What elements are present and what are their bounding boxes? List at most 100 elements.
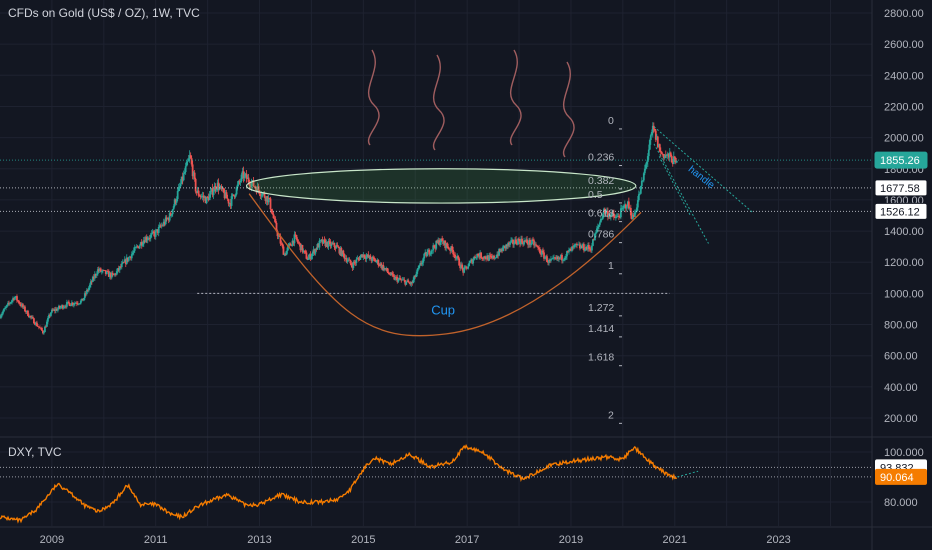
candle-body — [236, 184, 239, 188]
candle-body — [273, 218, 276, 219]
candle-body — [585, 246, 587, 251]
candle-body — [110, 272, 113, 278]
fib-level-label: 1.618 — [588, 352, 614, 364]
candle-body — [139, 242, 142, 246]
candle-body — [652, 125, 655, 129]
candle-body — [526, 239, 528, 243]
candle-body — [245, 173, 248, 180]
candle-body — [49, 315, 51, 316]
candle-body — [249, 185, 252, 187]
candle-body — [378, 265, 381, 266]
candle-body — [282, 246, 285, 255]
candle-body — [31, 317, 33, 318]
candle-body — [303, 250, 306, 252]
candle-body — [483, 256, 486, 259]
candle-body — [3, 308, 5, 312]
candle-body — [92, 276, 95, 279]
candle-body — [506, 244, 508, 247]
candle-body — [271, 212, 274, 215]
candle-body — [242, 171, 245, 179]
candle-body — [127, 257, 130, 261]
candle-body — [234, 194, 237, 197]
y-tick-label: 1200.00 — [884, 257, 924, 269]
candle-body — [15, 296, 17, 297]
candle-body — [538, 247, 540, 250]
candle-body — [552, 257, 554, 259]
x-tick-label: 2011 — [144, 534, 168, 546]
candle-body — [651, 125, 654, 132]
candle-body — [471, 259, 474, 264]
candle-body — [424, 252, 427, 254]
candle-body — [178, 186, 181, 187]
candle-body — [655, 136, 658, 140]
candle-body — [228, 203, 231, 204]
candle-body — [99, 268, 102, 272]
candle-body — [476, 253, 479, 258]
candle-body — [455, 257, 458, 259]
price-badge-label: 1855.26 — [880, 155, 920, 167]
candle-body — [486, 255, 489, 260]
candle-body — [315, 248, 318, 250]
candle-body — [265, 196, 268, 202]
candle-body — [330, 243, 333, 247]
candle-body — [321, 239, 324, 244]
candle-body — [198, 195, 201, 197]
candle-body — [93, 274, 96, 279]
candle-body — [665, 154, 668, 156]
candle-body — [215, 188, 218, 191]
candle-body — [596, 228, 598, 233]
candle-body — [428, 249, 431, 255]
candle-body — [200, 196, 203, 197]
candle-body — [266, 196, 269, 203]
candle-body — [202, 195, 205, 199]
candle-body — [608, 214, 611, 218]
steam-line — [367, 49, 380, 146]
candle-body — [199, 196, 202, 198]
candle-body — [241, 171, 244, 175]
cup-curve — [248, 193, 642, 337]
candle-body — [443, 240, 446, 245]
candle-body — [662, 154, 665, 159]
candle-body — [433, 245, 436, 248]
candle-body — [289, 243, 292, 246]
dxy-line — [0, 444, 678, 524]
candle-body — [597, 226, 599, 229]
candle-body — [331, 243, 334, 245]
candle-body — [598, 224, 600, 227]
candle-body — [63, 306, 66, 308]
candle-body — [438, 240, 441, 245]
candle-body — [574, 244, 576, 246]
candle-body — [589, 248, 591, 250]
candle-body — [458, 258, 461, 266]
fib-level-label: 0 — [608, 115, 614, 127]
candle-body — [150, 233, 153, 235]
candle-body — [115, 271, 118, 275]
y-tick-label: 200.00 — [884, 413, 918, 425]
candle-body — [431, 250, 434, 252]
candle-body — [581, 246, 583, 248]
candle-body — [41, 328, 43, 331]
candle-body — [137, 246, 140, 249]
candle-body — [119, 266, 122, 268]
candle-body — [179, 183, 182, 187]
candle-body — [86, 289, 89, 291]
candle-body — [22, 304, 24, 308]
candle-body — [388, 272, 391, 275]
steam-drawing — [367, 49, 575, 158]
candle-body — [495, 257, 497, 259]
candle-body — [564, 257, 566, 260]
candle-body — [20, 304, 22, 307]
candle-body — [671, 162, 674, 165]
candle-body — [546, 256, 548, 262]
candle-body — [290, 245, 293, 247]
handle-trendline — [653, 126, 753, 213]
price-badge — [874, 202, 928, 220]
candle-body — [264, 197, 267, 202]
candle-body — [668, 152, 671, 158]
candle-body — [297, 241, 300, 243]
candle-body — [227, 199, 230, 204]
candle-body — [333, 243, 336, 247]
candle-body — [600, 218, 603, 220]
candle-body — [85, 289, 88, 294]
